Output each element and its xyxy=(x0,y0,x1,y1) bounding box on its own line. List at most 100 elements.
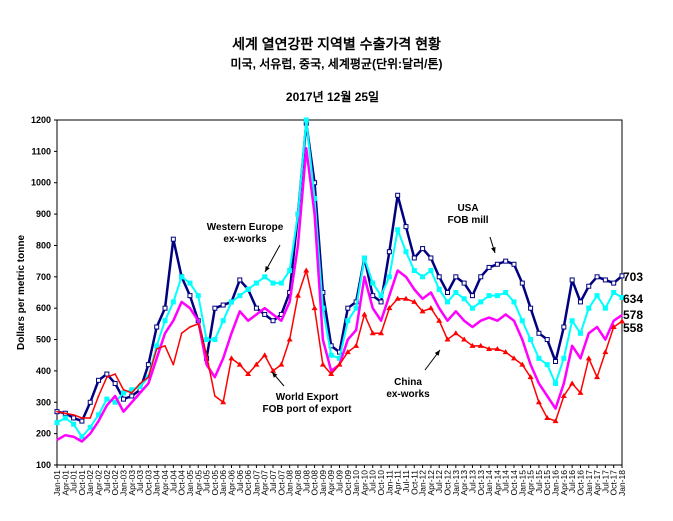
data-point xyxy=(611,290,617,295)
data-point xyxy=(104,371,110,377)
x-tick-label: Jan-10 xyxy=(351,470,361,496)
x-tick-label: Oct-16 xyxy=(575,470,585,496)
data-point xyxy=(445,299,451,305)
data-point xyxy=(370,280,376,286)
data-point xyxy=(162,318,168,324)
data-point xyxy=(320,305,326,311)
data-point xyxy=(527,374,534,380)
data-point xyxy=(303,117,309,123)
data-point xyxy=(71,421,77,427)
x-tick-label: Jan-07 xyxy=(251,470,261,496)
data-point xyxy=(446,319,449,322)
data-point xyxy=(64,412,67,415)
data-point xyxy=(596,326,598,328)
x-tick-label: Apr-07 xyxy=(260,470,270,496)
y-tick-label: 1000 xyxy=(31,178,51,188)
data-point xyxy=(586,305,592,311)
data-point xyxy=(270,367,277,373)
data-point xyxy=(519,318,525,324)
y-tick-label: 400 xyxy=(36,366,51,376)
data-point xyxy=(494,261,500,267)
x-tick-label: Oct-12 xyxy=(443,470,453,496)
data-point xyxy=(586,283,592,289)
data-point xyxy=(129,387,135,393)
data-point xyxy=(286,336,293,342)
annotation-label: ex-works xyxy=(386,389,430,400)
data-point xyxy=(270,318,276,324)
data-point xyxy=(120,390,126,396)
data-point xyxy=(510,355,517,361)
data-point xyxy=(386,249,392,255)
data-point xyxy=(228,299,234,305)
data-point xyxy=(486,264,492,270)
x-tick-label: Oct-11 xyxy=(409,470,419,495)
x-tick-label: Jan-14 xyxy=(484,470,494,496)
chart-subtitle: 미국, 서유럽, 중국, 세계평균(단위:달러/톤) xyxy=(230,57,443,71)
y-tick-label: 500 xyxy=(36,335,51,345)
data-point xyxy=(486,293,492,299)
data-point xyxy=(420,274,426,280)
x-tick-label: Jan-02 xyxy=(85,470,95,496)
data-point xyxy=(172,319,175,322)
x-tick-label: Jan-08 xyxy=(285,470,295,496)
arrowhead xyxy=(265,266,270,272)
data-point xyxy=(278,280,284,286)
data-point xyxy=(502,349,509,355)
x-tick-label: Jan-16 xyxy=(551,470,561,496)
annotation-label: USA xyxy=(457,203,478,214)
data-point xyxy=(380,319,382,322)
x-tick-label: Jan-05 xyxy=(185,470,195,496)
data-point xyxy=(220,318,226,324)
data-point xyxy=(89,432,92,435)
x-tick-label: Oct-13 xyxy=(476,470,486,496)
y-tick-label: 800 xyxy=(36,240,51,250)
data-point xyxy=(519,280,525,286)
data-point xyxy=(312,195,318,201)
y-tick-label: 300 xyxy=(36,397,51,407)
x-tick-label: Jan-06 xyxy=(218,470,228,496)
data-point xyxy=(139,382,141,385)
x-tick-label: Jul-06 xyxy=(235,470,245,493)
data-point xyxy=(561,324,567,330)
annotation-label: Western Europe xyxy=(207,222,284,233)
data-point xyxy=(79,418,85,424)
data-point xyxy=(521,338,524,341)
x-tick-label: Apr-03 xyxy=(127,470,137,496)
x-tick-label: Apr-01 xyxy=(60,470,70,496)
data-point xyxy=(469,342,476,348)
data-point xyxy=(345,305,351,311)
data-point xyxy=(305,147,308,150)
x-tick-label: Apr-10 xyxy=(359,470,369,496)
x-tick-label: Apr-04 xyxy=(160,470,170,496)
data-point xyxy=(453,290,459,295)
data-point xyxy=(469,293,475,299)
data-point xyxy=(538,382,540,385)
data-point xyxy=(553,359,559,364)
x-tick-label: Jul-12 xyxy=(434,470,444,493)
data-point xyxy=(402,295,409,301)
data-point xyxy=(378,299,384,305)
data-point xyxy=(262,311,268,317)
x-tick-label: Apr-11 xyxy=(393,470,403,495)
data-point xyxy=(420,246,426,252)
data-point xyxy=(428,255,434,261)
x-tick-label: Oct-03 xyxy=(143,470,153,496)
x-tick-label: Jul-07 xyxy=(268,470,278,493)
data-point xyxy=(114,395,116,397)
data-point xyxy=(237,293,243,299)
data-point xyxy=(147,376,150,378)
data-point xyxy=(245,286,251,292)
data-point xyxy=(54,420,60,426)
data-point xyxy=(322,338,324,341)
data-point xyxy=(222,357,224,360)
data-point xyxy=(106,376,108,378)
data-point xyxy=(453,274,459,280)
x-tick-label: Jan-04 xyxy=(152,470,162,496)
x-tick-label: Oct-17 xyxy=(609,470,619,496)
x-tick-label: Apr-13 xyxy=(459,470,469,496)
x-tick-label: Oct-01 xyxy=(77,470,87,496)
data-point xyxy=(205,363,208,366)
data-point xyxy=(594,374,601,380)
data-point xyxy=(403,249,409,255)
data-point xyxy=(494,345,501,351)
